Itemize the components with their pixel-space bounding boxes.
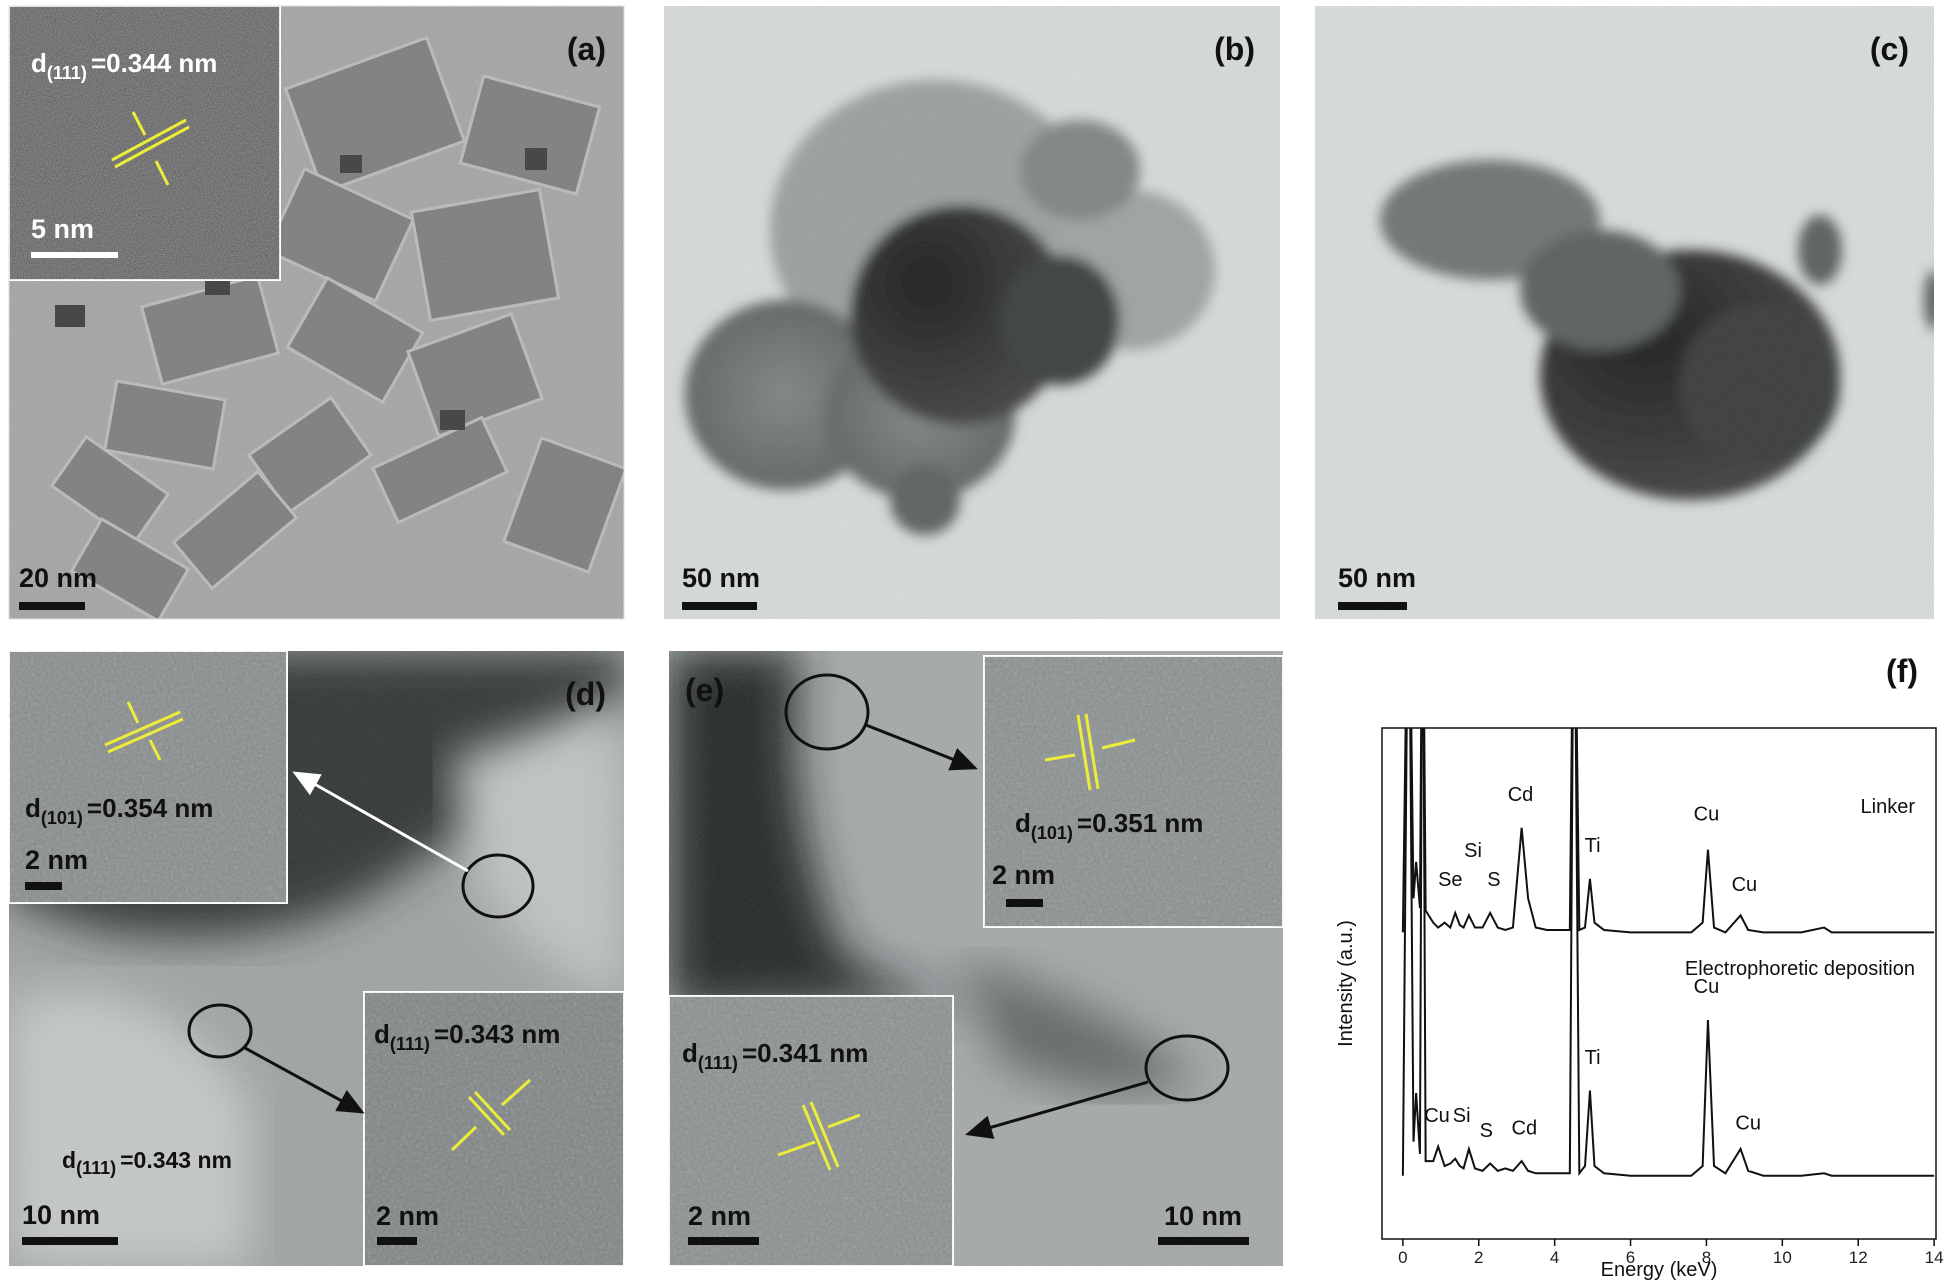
panel-label: (e): [685, 672, 724, 708]
plot-frame: [1381, 727, 1937, 1240]
panel-a-image: [9, 6, 624, 619]
spacing-value: =0.343 nm: [120, 1147, 232, 1173]
series-label: Electrophoretic deposition: [1685, 958, 1915, 980]
x-tick-label: 6: [1626, 1248, 1635, 1267]
panel-frame: [8, 5, 625, 620]
arrow: [244, 1046, 365, 1114]
d-symbol: d: [682, 1038, 698, 1068]
panel-c-image: [1315, 6, 1934, 619]
panel-d-image: [9, 651, 624, 1266]
peak-label: Ti: [1585, 1047, 1601, 1069]
peak-label: S: [1480, 1120, 1493, 1142]
panel-label: (a): [567, 31, 606, 67]
d-spacing: d(111) =0.341 nm: [682, 1038, 868, 1073]
plane-index: (111): [698, 1053, 738, 1073]
plane-index: (111): [47, 63, 87, 83]
plane-index: (111): [390, 1034, 430, 1054]
peak-label: Cu: [1424, 1105, 1450, 1127]
scale-bar-label: 10 nm: [1164, 1201, 1242, 1231]
d-spacing: d(111) =0.344 nm: [31, 48, 217, 83]
scale-bar-label: 2 nm: [992, 860, 1055, 890]
x-tick-label: 2: [1474, 1248, 1483, 1267]
d-spacing: d(101) =0.351 nm: [1015, 808, 1203, 843]
panel-e-image: [669, 651, 1283, 1266]
region-circle: [1144, 1034, 1230, 1102]
spectrum-line: [1401, 728, 1935, 1177]
peak-label: Cd: [1512, 1117, 1538, 1139]
d-symbol: d: [374, 1019, 390, 1049]
x-axis-label: Energy (keV): [1601, 1259, 1718, 1281]
panel-label: (c): [1870, 31, 1909, 67]
peak-label: Cd: [1508, 784, 1534, 806]
x-tick-label: 10: [1773, 1248, 1792, 1267]
peak-label: Ti: [1585, 835, 1601, 857]
d-spacing: d(101) =0.354 nm: [25, 793, 213, 828]
peak-label: Se: [1438, 869, 1462, 891]
plane-index: (101): [1031, 823, 1073, 843]
series-label: Linker: [1861, 796, 1916, 818]
scale-bar-label: 50 nm: [682, 563, 760, 593]
plane-index: (111): [76, 1158, 116, 1178]
spacing-value: =0.354 nm: [87, 793, 213, 823]
spectrum-plot: 0 2 4 6 8 10 12 14 Energy (keV) Intensity (a.u.) L…: [1335, 728, 1944, 1281]
y-axis-label: Intensity (a.u.): [1335, 920, 1357, 1047]
peak-label: Cu: [1694, 803, 1720, 825]
scale-bar-label: 10 nm: [22, 1200, 100, 1230]
scale-bar-label: 50 nm: [1338, 563, 1416, 593]
spacing-value: =0.351 nm: [1077, 808, 1203, 838]
scale-bar-label: 2 nm: [688, 1201, 751, 1231]
x-tick-label: 8: [1702, 1248, 1711, 1267]
peak-label: Cu: [1735, 1113, 1761, 1135]
scale-bar-label: 2 nm: [376, 1201, 439, 1231]
x-tick-label: 0: [1398, 1248, 1407, 1267]
scale-bar-label: 5 nm: [31, 214, 94, 244]
x-tick-label: 4: [1550, 1248, 1559, 1267]
panel-label: (f): [1886, 653, 1918, 689]
arrow: [965, 1080, 1149, 1139]
d-symbol: d: [1015, 808, 1031, 838]
x-tick-label: 14: [1925, 1248, 1944, 1267]
spacing-value: =0.341 nm: [742, 1038, 868, 1068]
arrow: [865, 723, 978, 771]
region-circle: [784, 673, 870, 751]
panel-label: (d): [565, 676, 606, 712]
region-circle: [461, 853, 535, 919]
spacing-value: =0.343 nm: [434, 1019, 560, 1049]
spacing-value: =0.344 nm: [91, 48, 217, 78]
region-circle: [187, 1003, 253, 1059]
peak-label: Si: [1453, 1105, 1471, 1127]
peak-label: Cu: [1732, 874, 1758, 896]
spectrum-line: [1401, 728, 1935, 934]
d-symbol: d: [31, 48, 47, 78]
d-symbol: d: [62, 1147, 76, 1173]
peak-label: Cu: [1694, 976, 1720, 998]
scale-bar-label: 20 nm: [19, 563, 97, 593]
panel-label: (b): [1214, 31, 1255, 67]
plot-area: [1401, 728, 1935, 1177]
d-symbol: d: [25, 793, 41, 823]
scale-bar-label: 2 nm: [25, 845, 88, 875]
panel-b-image: [664, 6, 1280, 619]
d-spacing: d(111) =0.343 nm: [62, 1147, 232, 1178]
plane-index: (101): [41, 808, 83, 828]
d-spacing: d(111) =0.343 nm: [374, 1019, 560, 1054]
peak-label: S: [1487, 869, 1500, 891]
arrow: [292, 771, 469, 873]
x-tick-label: 12: [1849, 1248, 1868, 1267]
peak-label: Si: [1464, 840, 1482, 862]
